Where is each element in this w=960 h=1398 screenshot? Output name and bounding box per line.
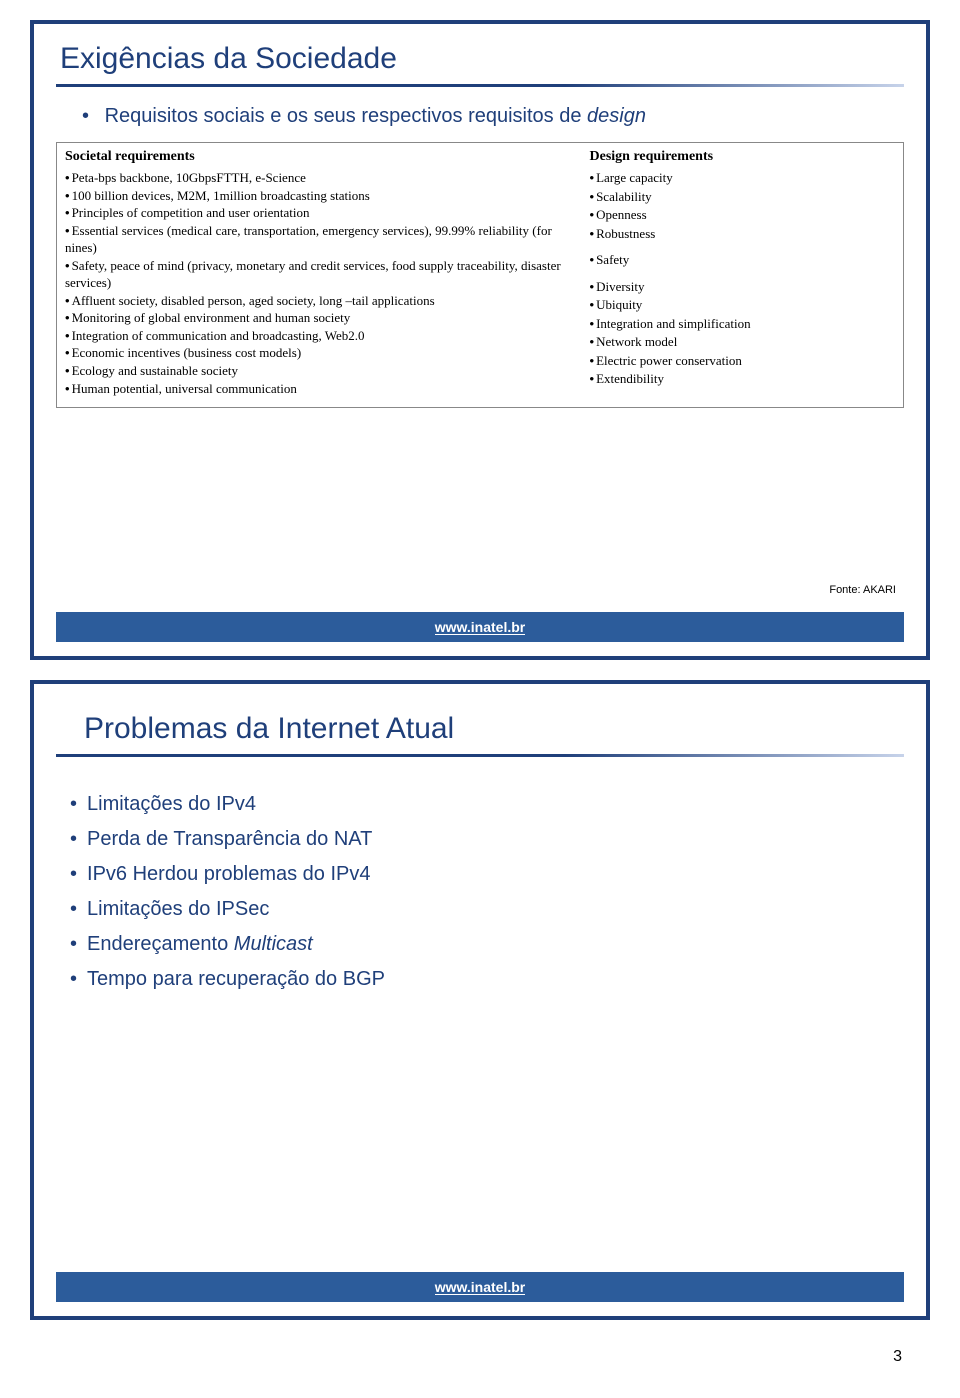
design-requirement-item: •Integration and simplification — [590, 315, 895, 333]
slide1-subtitle: • Requisitos sociais e os seus respectiv… — [82, 87, 926, 128]
spacer — [590, 243, 895, 251]
societal-requirement-item: •100 billion devices, M2M, 1million broa… — [65, 187, 574, 205]
societal-header: Societal requirements — [65, 149, 574, 165]
design-requirement-item: •Large capacity — [590, 169, 895, 187]
design-requirement-item: •Scalability — [590, 188, 895, 206]
fonte-label: Fonte: AKARI — [829, 584, 896, 596]
societal-requirement-item: •Economic incentives (business cost mode… — [65, 344, 574, 362]
page-number: 3 — [2, 1348, 902, 1366]
slide-problemas: Problemas da Internet Atual •Limitações … — [30, 680, 930, 1320]
slide2-bullet-item: •IPv6 Herdou problemas do IPv4 — [70, 857, 926, 892]
societal-requirement-item: •Peta-bps backbone, 10GbpsFTTH, e-Scienc… — [65, 169, 574, 187]
bullet-dot: • — [82, 105, 89, 127]
design-requirement-item: •Network model — [590, 333, 895, 351]
societal-requirement-item: •Ecology and sustainable society — [65, 362, 574, 380]
societal-requirement-item: •Monitoring of global environment and hu… — [65, 309, 574, 327]
societal-requirement-item: •Human potential, universal communicatio… — [65, 380, 574, 398]
design-requirement-item: •Diversity — [590, 278, 895, 296]
slide2-bullet-item: •Limitações do IPv4 — [70, 787, 926, 822]
societal-requirement-item: •Essential services (medical care, trans… — [65, 222, 574, 257]
societal-requirements-column: Societal requirements •Peta-bps backbone… — [57, 143, 582, 407]
design-header: Design requirements — [590, 149, 895, 165]
slide1-title: Exigências da Sociedade — [34, 24, 926, 76]
slide2-title: Problemas da Internet Atual — [34, 684, 926, 746]
title-underline-2 — [56, 754, 904, 757]
requirements-table: Societal requirements •Peta-bps backbone… — [56, 142, 904, 408]
societal-requirement-item: •Affluent society, disabled person, aged… — [65, 292, 574, 310]
design-requirement-item: •Openness — [590, 206, 895, 224]
spacer — [590, 270, 895, 278]
footer-bar: www.inatel.br — [56, 612, 904, 642]
slide-exigencias: Exigências da Sociedade • Requisitos soc… — [30, 20, 930, 660]
footer-bar-2: www.inatel.br — [56, 1272, 904, 1302]
footer-url: www.inatel.br — [435, 614, 526, 635]
design-requirements-column: Design requirements •Large capacity•Scal… — [582, 143, 903, 407]
societal-requirement-item: •Principles of competition and user orie… — [65, 204, 574, 222]
slide2-bullet-item: •Endereçamento Multicast — [70, 927, 926, 962]
societal-requirement-item: •Integration of communication and broadc… — [65, 327, 574, 345]
subtitle-text: Requisitos sociais e os seus respectivos… — [105, 105, 587, 127]
slide2-bullets: •Limitações do IPv4•Perda de Transparênc… — [70, 787, 926, 997]
slide2-bullet-item: •Limitações do IPSec — [70, 892, 926, 927]
design-requirement-item: •Robustness — [590, 225, 895, 243]
societal-requirement-item: •Safety, peace of mind (privacy, monetar… — [65, 257, 574, 292]
design-requirement-item: •Safety — [590, 251, 895, 269]
design-requirement-item: •Ubiquity — [590, 296, 895, 314]
design-requirement-item: •Extendibility — [590, 370, 895, 388]
subtitle-italic: design — [587, 105, 646, 127]
footer-url-2: www.inatel.br — [435, 1274, 526, 1295]
slide2-bullet-item: •Tempo para recuperação do BGP — [70, 962, 926, 997]
design-requirement-item: •Electric power conservation — [590, 352, 895, 370]
slide2-bullet-item: •Perda de Transparência do NAT — [70, 822, 926, 857]
